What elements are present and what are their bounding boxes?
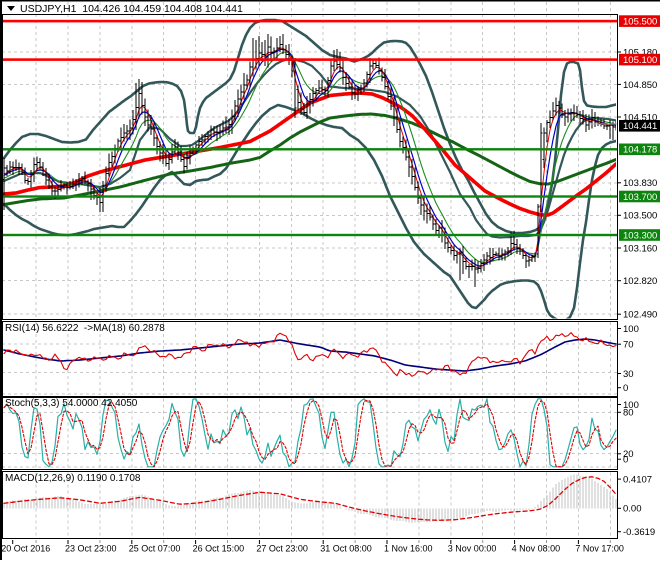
- svg-text:80: 80: [623, 408, 634, 419]
- svg-text:27 Oct 23:00: 27 Oct 23:00: [256, 543, 308, 553]
- svg-text:105.100: 105.100: [623, 55, 657, 66]
- svg-text:1 Nov 16:00: 1 Nov 16:00: [384, 543, 433, 553]
- svg-text:20: 20: [623, 449, 634, 460]
- svg-text:7 Nov 17:00: 7 Nov 17:00: [575, 543, 624, 553]
- svg-text:26 Oct 15:00: 26 Oct 15:00: [193, 543, 245, 553]
- svg-text:20 Oct 2016: 20 Oct 2016: [1, 543, 50, 553]
- svg-text:102.490: 102.490: [623, 310, 657, 321]
- svg-text:104.441: 104.441: [623, 121, 657, 132]
- svg-text:70: 70: [623, 340, 634, 351]
- svg-text:105.180: 105.180: [623, 47, 657, 58]
- svg-text:4 Nov 08:00: 4 Nov 08:00: [512, 543, 561, 553]
- svg-text:USDJPY,H1 104.426 104.459 104: USDJPY,H1 104.426 104.459 104.408 104.44…: [20, 3, 243, 15]
- svg-text:100: 100: [623, 324, 639, 335]
- svg-text:0: 0: [623, 455, 628, 466]
- svg-text:23 Oct 23:00: 23 Oct 23:00: [65, 543, 117, 553]
- svg-text:103.700: 103.700: [623, 192, 657, 203]
- svg-text:102.820: 102.820: [623, 276, 657, 287]
- svg-text:0.00: 0.00: [623, 504, 642, 515]
- svg-text:Stoch(5,3,3) 54.0000 42.4050: Stoch(5,3,3) 54.0000 42.4050: [5, 398, 138, 409]
- svg-text:103.500: 103.500: [623, 211, 657, 222]
- svg-text:104.510: 104.510: [623, 112, 657, 123]
- svg-text:103.300: 103.300: [623, 230, 657, 241]
- svg-text:MACD(12,26,9) 0.1190 0.1708: MACD(12,26,9) 0.1190 0.1708: [5, 473, 141, 484]
- svg-text:31 Oct 08:00: 31 Oct 08:00: [320, 543, 372, 553]
- svg-text:25 Oct 07:00: 25 Oct 07:00: [129, 543, 181, 553]
- svg-text:3 Nov 00:00: 3 Nov 00:00: [448, 543, 497, 553]
- svg-text:-0.3619: -0.3619: [623, 527, 655, 538]
- svg-text:104.850: 104.850: [623, 80, 657, 91]
- svg-text:RSI(14) 56.6222 ->MA(18) 60.2: RSI(14) 56.6222 ->MA(18) 60.2878: [5, 323, 165, 334]
- svg-text:104.178: 104.178: [623, 145, 657, 156]
- svg-text:103.830: 103.830: [623, 178, 657, 189]
- svg-text:100: 100: [623, 400, 639, 411]
- svg-text:30: 30: [623, 369, 634, 380]
- svg-text:105.500: 105.500: [623, 17, 657, 28]
- svg-text:0.4107: 0.4107: [623, 475, 652, 486]
- svg-text:0: 0: [623, 383, 628, 394]
- svg-text:103.160: 103.160: [623, 243, 657, 254]
